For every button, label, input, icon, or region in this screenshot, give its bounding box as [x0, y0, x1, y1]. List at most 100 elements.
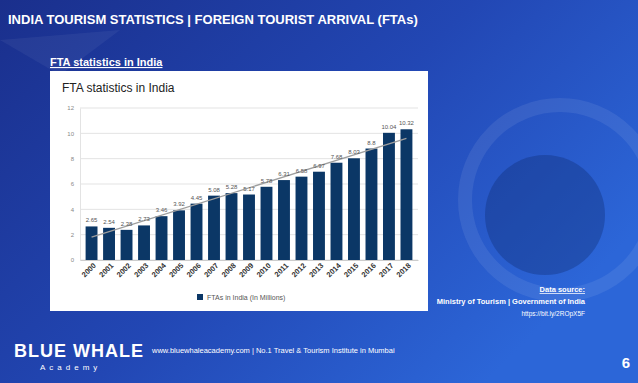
y-tick-label: 10 — [67, 131, 74, 137]
bar — [331, 163, 343, 260]
x-tick-label: 2009 — [237, 261, 255, 279]
x-tick: 2005 — [167, 260, 185, 279]
y-tick-label: 2 — [71, 232, 75, 238]
x-tick: 2010 — [255, 260, 273, 279]
y-tick: 0 — [71, 257, 80, 263]
x-tick-label: 2003 — [132, 261, 150, 279]
y-axis-line — [80, 109, 81, 261]
x-tick: 2017 — [377, 260, 395, 279]
slide-svg: INDIA TOURISM STATISTICS | FOREIGN TOURI… — [0, 0, 638, 383]
bar — [173, 210, 185, 260]
y-tick-label: 0 — [71, 257, 75, 263]
decor-ring — [465, 105, 638, 295]
bar — [208, 196, 220, 260]
bar — [296, 177, 308, 260]
data-label: 2.73 — [138, 216, 150, 222]
data-label: 10.04 — [381, 124, 397, 130]
y-tick-label: 8 — [71, 156, 75, 162]
x-tick: 2009 — [237, 260, 255, 279]
x-tick-label: 2012 — [290, 261, 308, 279]
slide-subheading: FTA statistics in India — [50, 56, 163, 68]
x-tick: 2011 — [272, 260, 290, 279]
y-tick: 2 — [71, 232, 80, 238]
slide: INDIA TOURISM STATISTICS | FOREIGN TOURI… — [0, 0, 638, 383]
x-axis-line — [81, 260, 419, 261]
x-tick: 2014 — [325, 260, 344, 279]
data-label: 5.08 — [208, 187, 220, 193]
decor-plane — [0, 30, 120, 75]
x-tick: 2018 — [395, 260, 413, 279]
bar — [156, 216, 168, 260]
x-axis: 2000200120022003200420052006200720082009… — [80, 260, 419, 279]
x-tick-label: 2007 — [202, 261, 220, 279]
x-tick: 2002 — [115, 260, 133, 279]
slide-header: INDIA TOURISM STATISTICS | FOREIGN TOURI… — [8, 12, 418, 27]
chart-title: FTA statistics in India — [62, 81, 175, 95]
grid — [80, 108, 418, 260]
bar — [121, 230, 133, 260]
data-label: 4.45 — [191, 195, 203, 201]
x-tick-label: 2015 — [342, 261, 360, 279]
data-label: 6.97 — [313, 163, 325, 169]
legend-label: FTAs in India (In Millions) — [207, 294, 285, 302]
x-tick: 2013 — [307, 260, 325, 279]
bars — [86, 129, 413, 260]
x-tick: 2008 — [220, 260, 238, 279]
data-label: 7.68 — [331, 154, 343, 160]
legend-swatch — [197, 294, 203, 300]
x-tick-label: 2014 — [325, 260, 344, 279]
x-tick: 2015 — [342, 260, 360, 279]
x-tick: 2006 — [185, 260, 203, 279]
x-tick: 2003 — [132, 260, 150, 279]
bar — [243, 195, 255, 260]
x-tick-label: 2008 — [220, 261, 238, 279]
decor-globe — [485, 155, 605, 275]
bar — [383, 133, 395, 260]
grid-line — [80, 133, 418, 134]
data-label: 2.54 — [103, 219, 115, 225]
data-label: 8.8 — [367, 140, 376, 146]
x-tick-label: 2005 — [167, 261, 185, 279]
data-label: 3.46 — [156, 207, 168, 213]
bar — [313, 172, 325, 260]
page-number: 6 — [622, 354, 630, 371]
x-tick: 2000 — [80, 260, 98, 279]
x-tick-label: 2018 — [395, 261, 413, 279]
bar — [261, 187, 273, 260]
bar — [366, 149, 378, 260]
brand-sub: Academy — [40, 363, 101, 372]
x-tick: 2016 — [360, 260, 378, 279]
x-tick-label: 2013 — [307, 261, 325, 279]
legend: FTAs in India (In Millions) — [197, 294, 285, 302]
background — [0, 0, 638, 383]
bar — [191, 204, 203, 260]
data-label: 5.28 — [226, 184, 238, 190]
x-tick-label: 2001 — [97, 261, 115, 279]
data-label: 6.58 — [296, 168, 308, 174]
y-tick: 8 — [71, 156, 80, 162]
data-labels: 2.652.542.382.733.463.924.455.085.285.17… — [86, 120, 415, 227]
source-label: Data source: — [540, 285, 585, 294]
x-tick-label: 2004 — [150, 260, 169, 279]
bar — [86, 226, 98, 260]
data-label: 3.92 — [173, 201, 185, 207]
bar — [348, 158, 360, 260]
data-label: 5.78 — [261, 178, 273, 184]
y-tick-label: 4 — [71, 207, 75, 213]
data-label: 6.31 — [278, 171, 290, 177]
y-tick-label: 12 — [67, 105, 74, 111]
x-tick-label: 2000 — [80, 261, 98, 279]
grid-line — [80, 108, 418, 109]
source-text: Ministry of Tourism | Government of Indi… — [437, 297, 586, 306]
footer-text: www.bluewhaleacademy.com | No.1 Travel &… — [151, 346, 395, 355]
data-label: 2.38 — [121, 221, 133, 227]
y-tick: 4 — [71, 207, 80, 213]
x-tick: 2007 — [202, 260, 220, 279]
bar — [278, 180, 290, 260]
y-tick: 10 — [67, 131, 80, 137]
x-tick-label: 2002 — [115, 261, 133, 279]
bar — [138, 225, 150, 260]
data-label: 8.03 — [348, 149, 360, 155]
x-tick-label: 2006 — [185, 261, 203, 279]
chart-card — [50, 71, 428, 311]
